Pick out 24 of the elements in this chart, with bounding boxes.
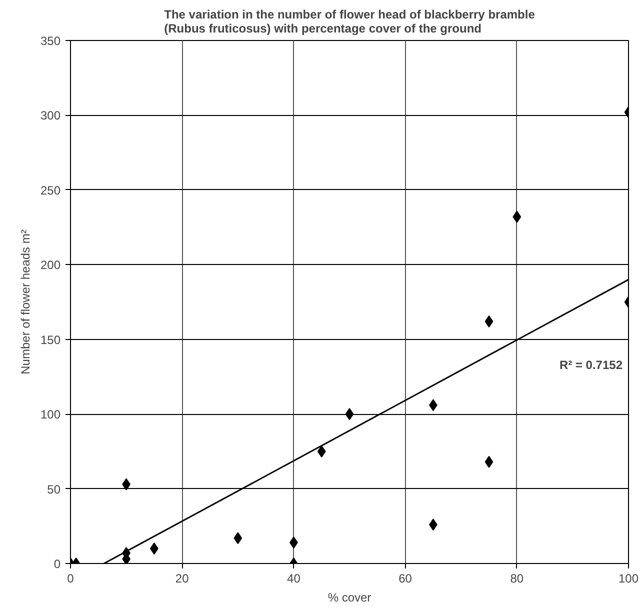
y-tick-label: 250: [40, 183, 61, 198]
y-tick-label: 100: [40, 408, 61, 422]
y-tick-label: 300: [40, 108, 61, 123]
y-tick-label: 50: [47, 482, 61, 496]
point: [345, 408, 354, 420]
point: [484, 456, 494, 468]
x-tick-label: 100: [618, 572, 639, 586]
chart-title: The variation in the number of flower head of blackberry bramble (Rubus fruticosus) with percentage cover of the ground: [164, 8, 536, 36]
y-tick-label: 200: [40, 258, 61, 272]
annotation: R² = 0.7152: [559, 358, 623, 372]
point: [512, 210, 522, 223]
x-axis-title: % cover: [328, 590, 372, 604]
y-axis-title: Number of flower heads m²: [18, 230, 32, 374]
y-tick-label: 0: [54, 557, 61, 571]
x-tick-label: 20: [175, 572, 190, 586]
x-tick-label: 40: [287, 572, 301, 586]
point: [234, 532, 242, 544]
point: [484, 315, 494, 328]
x-tick-label: 60: [398, 572, 412, 586]
y-tick-label: 150: [40, 332, 61, 347]
y-tick-label: 350: [40, 34, 61, 48]
point: [317, 445, 326, 458]
x-tick-label: 0: [67, 572, 74, 586]
x-tick-label: 80: [510, 572, 524, 586]
